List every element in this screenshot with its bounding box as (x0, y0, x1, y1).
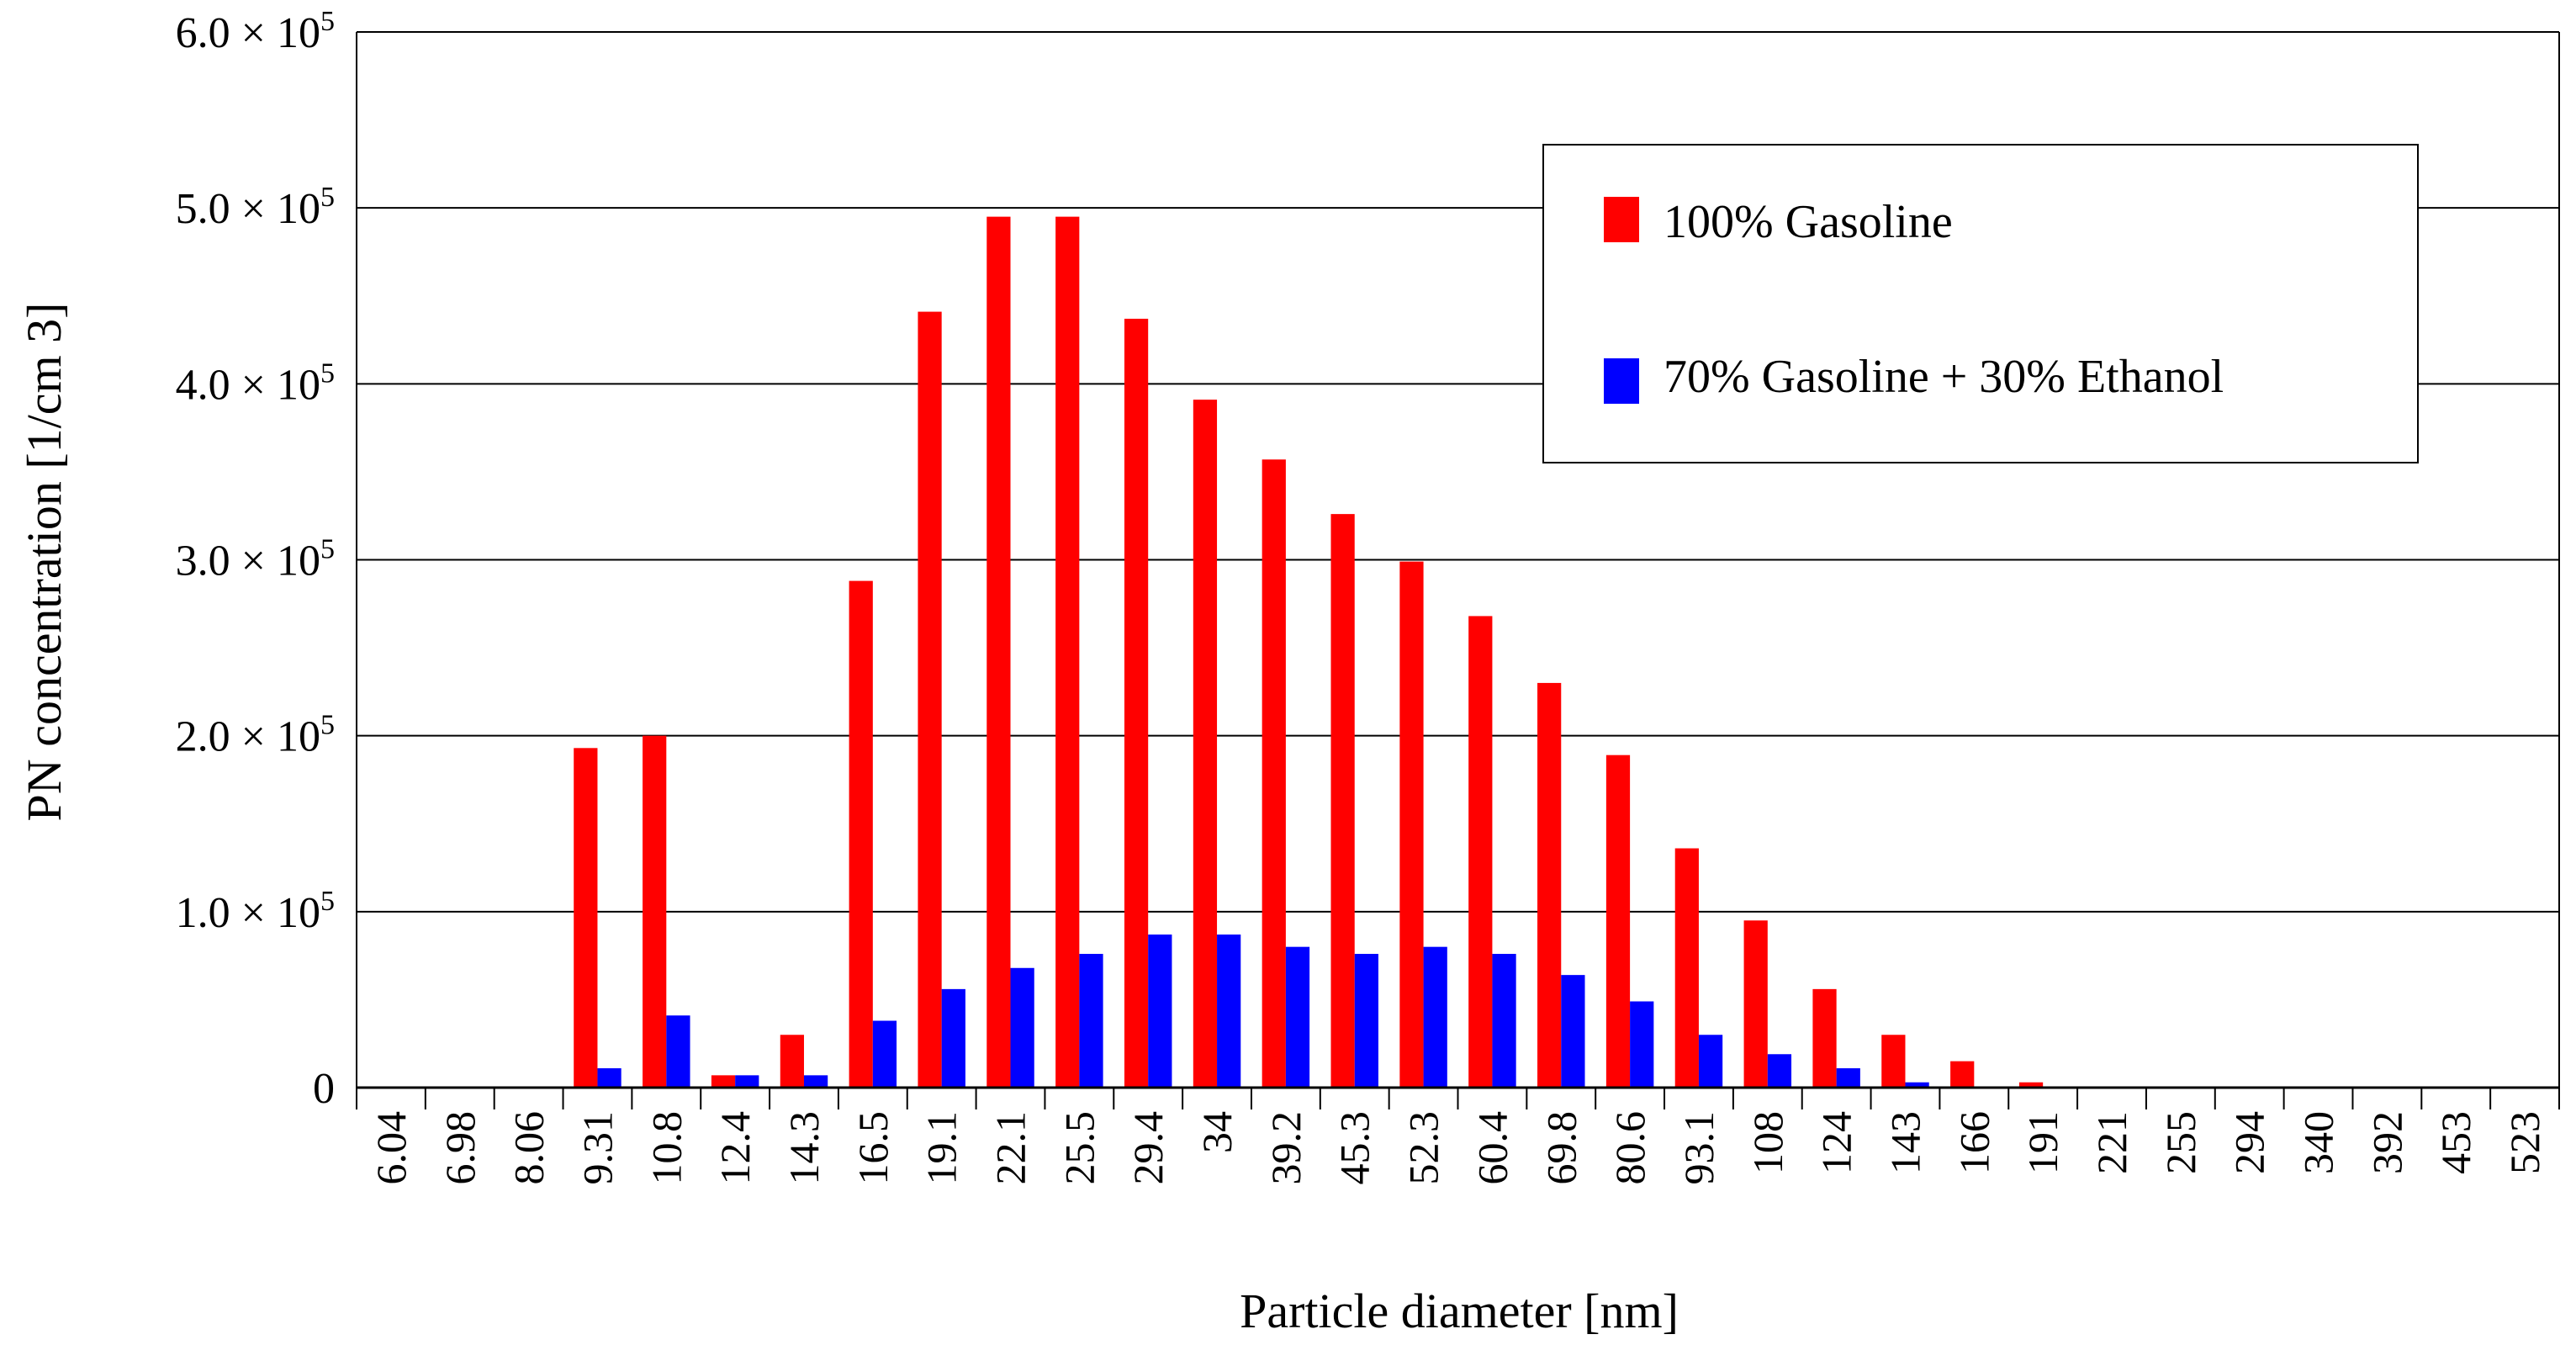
legend-label-gasoline: 100% Gasoline (1664, 196, 1953, 248)
x-tick-label: 143 (1881, 1111, 1928, 1174)
bar-gasoline (574, 748, 598, 1088)
x-tick-label: 29.4 (1124, 1111, 1172, 1185)
bar-gasoline (1055, 216, 1080, 1088)
axes (356, 32, 2560, 1109)
x-tick-label: 6.04 (368, 1111, 415, 1185)
x-tick-label: 69.8 (1537, 1111, 1584, 1185)
bar-gasoline (986, 216, 1011, 1088)
bar-ethanol-blend (666, 1015, 690, 1088)
y-tick-labels: 0 1.0 × 105 2.0 × 105 3.0 × 105 4.0 × 105 5.0… (176, 6, 335, 1113)
bar-gasoline (1399, 561, 1424, 1088)
bar-ethanol-blend (1285, 946, 1310, 1088)
bar-ethanol-blend (1492, 954, 1516, 1088)
y-tick-label: 5.0 × 105 (176, 182, 335, 233)
legend-swatch-ethanol-blend (1604, 358, 1639, 404)
x-tick-label: 10.8 (643, 1111, 690, 1185)
bar-ethanol-blend (1767, 1054, 1792, 1088)
bar-ethanol-blend (1010, 967, 1034, 1088)
bar-ethanol-blend (1148, 935, 1172, 1088)
legend-box (1542, 144, 2419, 463)
bar-gasoline (780, 1035, 804, 1088)
x-tick-label: 392 (2363, 1111, 2410, 1174)
bar-gasoline (1124, 318, 1149, 1088)
x-tick-label: 60.4 (1468, 1111, 1515, 1185)
bar-ethanol-blend (1698, 1035, 1723, 1088)
bar-gasoline (1950, 1061, 1975, 1088)
x-tick-label: 34 (1193, 1111, 1240, 1153)
bar-gasoline (1537, 682, 1562, 1088)
y-tick-label: 0 (313, 1065, 335, 1113)
y-tick-label: 4.0 × 105 (176, 357, 335, 409)
x-tick-label: 6.98 (436, 1111, 484, 1185)
bar-ethanol-blend (1354, 954, 1378, 1088)
bar-gasoline (1605, 755, 1631, 1088)
y-tick-label: 3.0 × 105 (176, 534, 335, 585)
x-tick-label: 255 (2157, 1111, 2204, 1174)
x-tick-label: 19.1 (918, 1111, 965, 1185)
bar-gasoline (918, 311, 942, 1088)
bar-gasoline (849, 580, 873, 1088)
bar-gasoline (2018, 1082, 2044, 1088)
x-tick-label: 108 (1744, 1111, 1791, 1174)
x-tick-label: 52.3 (1400, 1111, 1447, 1185)
y-tick-label: 6.0 × 105 (176, 6, 335, 57)
x-tick-label: 14.3 (780, 1111, 828, 1185)
bar-ethanol-blend (1079, 954, 1103, 1088)
bar-gasoline (1468, 616, 1493, 1088)
y-tick-label: 1.0 × 105 (176, 886, 335, 937)
bar-gasoline (1193, 400, 1218, 1088)
bar-ethanol-blend (872, 1020, 897, 1088)
bar-gasoline (1674, 848, 1699, 1088)
gridlines (357, 31, 2559, 913)
bar-ethanol-blend (1423, 946, 1447, 1088)
x-tick-label: 93.1 (1675, 1111, 1722, 1185)
x-axis-title: Particle diameter [nm] (1240, 1284, 1679, 1338)
bars (574, 216, 2044, 1088)
bar-gasoline (1881, 1035, 1906, 1088)
bar-gasoline (1330, 514, 1355, 1088)
bar-gasoline (1262, 459, 1286, 1088)
x-tick-label: 16.5 (849, 1111, 897, 1185)
bar-ethanol-blend (1630, 1001, 1654, 1088)
x-tick-label: 22.1 (987, 1111, 1034, 1185)
bar-ethanol-blend (597, 1067, 622, 1088)
bar-gasoline (1743, 920, 1768, 1088)
legend-label-ethanol-blend: 70% Gasoline + 30% Ethanol (1664, 351, 2224, 403)
x-tick-label: 221 (2088, 1111, 2135, 1174)
x-tick-label: 80.6 (1606, 1111, 1653, 1185)
x-tick-label: 39.2 (1262, 1111, 1309, 1185)
x-tick-label: 294 (2226, 1111, 2273, 1174)
y-tick-label: 2.0 × 105 (176, 710, 335, 761)
x-tick-label: 9.31 (574, 1111, 621, 1185)
bar-ethanol-blend (803, 1075, 828, 1088)
x-tick-label: 12.4 (711, 1111, 759, 1185)
x-tick-label: 124 (1813, 1111, 1860, 1174)
bar-ethanol-blend (941, 988, 965, 1088)
bar-ethanol-blend (735, 1075, 759, 1088)
x-tick-label: 453 (2432, 1111, 2479, 1174)
x-tick-label: 523 (2501, 1111, 2548, 1174)
bar-gasoline (1812, 988, 1837, 1088)
x-tick-label: 45.3 (1331, 1111, 1378, 1185)
bar-ethanol-blend (1836, 1067, 1860, 1088)
x-tick-labels: 6.04 6.98 8.06 9.31 10.8 12.4 14.3 16.5 19.1 22.1… (368, 1111, 2548, 1185)
x-tick-label: 8.06 (505, 1111, 553, 1185)
bar-ethanol-blend (1905, 1082, 1929, 1088)
bar-ethanol-blend (1217, 935, 1241, 1088)
bar-gasoline (711, 1075, 736, 1088)
x-tick-label: 340 (2295, 1111, 2342, 1174)
y-axis-title: PN concentration [1/cm 3] (17, 303, 71, 822)
legend: 100% Gasoline 70% Gasoline + 30% Ethanol (1542, 144, 2419, 463)
x-tick-label: 25.5 (1055, 1111, 1103, 1185)
x-tick-label: 191 (2019, 1111, 2066, 1174)
bar-gasoline (643, 735, 667, 1088)
bar-ethanol-blend (1561, 975, 1585, 1088)
legend-swatch-gasoline (1604, 197, 1639, 242)
x-tick-label: 166 (1950, 1111, 1997, 1174)
